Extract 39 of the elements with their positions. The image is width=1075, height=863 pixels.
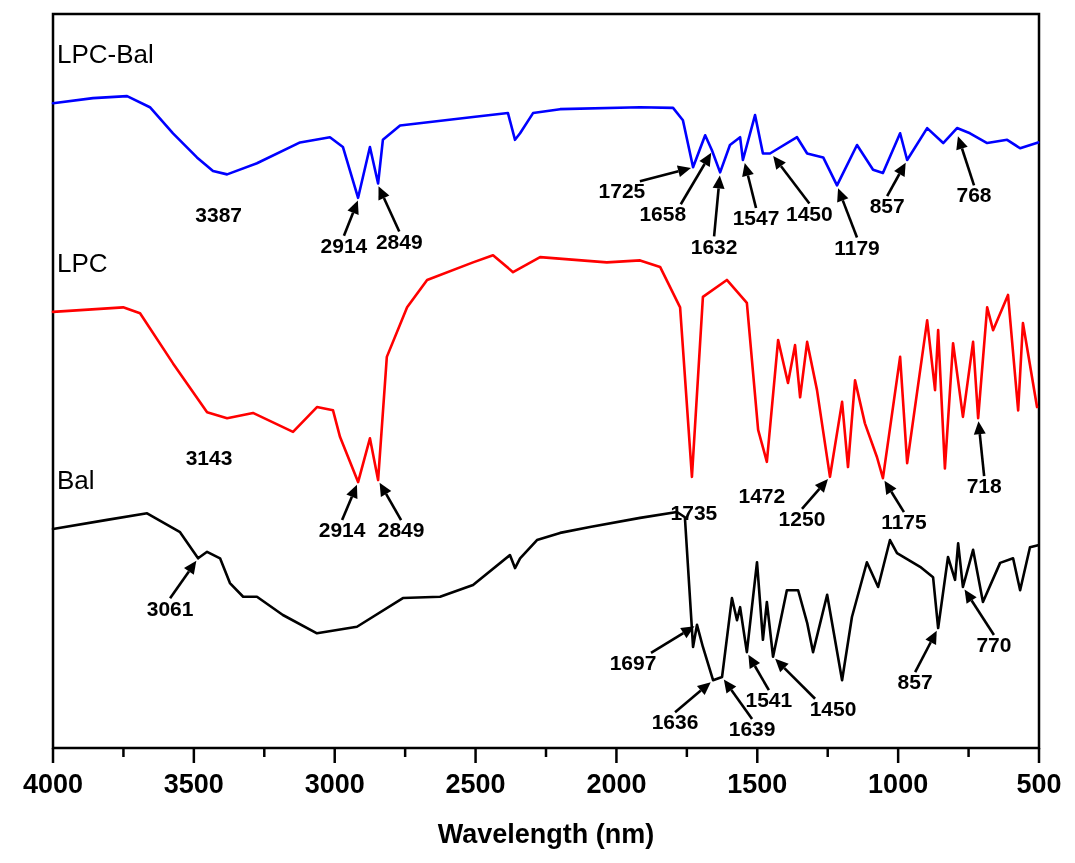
annotation: 3387 (195, 202, 243, 226)
annotation: 2914 (320, 234, 368, 258)
annotation: 2849 (377, 518, 425, 542)
annotation: 1450 (786, 201, 833, 225)
series-label: LPC-Bal (57, 39, 154, 70)
annotation: 768 (956, 183, 992, 207)
x-tick-label: 2500 (445, 769, 506, 799)
x-tick-label: 500 (1016, 769, 1062, 799)
annotation: 1636 (651, 710, 699, 734)
x-tick-label: 3000 (304, 769, 365, 799)
annotation: 1541 (745, 688, 793, 712)
annotation: 770 (976, 633, 1012, 657)
annotation: 3061 (146, 596, 194, 620)
annotation: 3143 (185, 446, 233, 470)
x-tick-label: 4000 (22, 769, 84, 799)
annotation: 1735 (670, 501, 718, 525)
annotation: 1450 (809, 696, 857, 720)
annotation: 1632 (690, 234, 738, 258)
x-tick-label: 1500 (727, 769, 788, 799)
annotation: 857 (897, 670, 933, 694)
annotation: 1658 (639, 202, 687, 226)
annotation: 718 (966, 474, 1002, 498)
annotation: 1175 (881, 510, 928, 534)
series-label: Bal (57, 464, 95, 495)
annotation: 1472 (738, 484, 786, 508)
annotation: 857 (869, 194, 905, 218)
annotation: 1697 (609, 651, 657, 674)
annotation: 1639 (728, 717, 776, 741)
series-label: LPC (57, 247, 108, 278)
x-axis-title: Wavelength (nm) (437, 819, 655, 849)
annotation: 1725 (598, 179, 646, 203)
x-tick-label: 1000 (868, 769, 929, 799)
annotation: 2849 (375, 229, 423, 253)
annotation: 1179 (834, 235, 880, 259)
x-tick-label: 3500 (163, 769, 224, 799)
annotation: 2914 (318, 518, 366, 542)
annotation: 1547 (732, 206, 780, 230)
annotation: 1250 (778, 507, 826, 531)
x-tick-label: 2000 (586, 769, 647, 799)
